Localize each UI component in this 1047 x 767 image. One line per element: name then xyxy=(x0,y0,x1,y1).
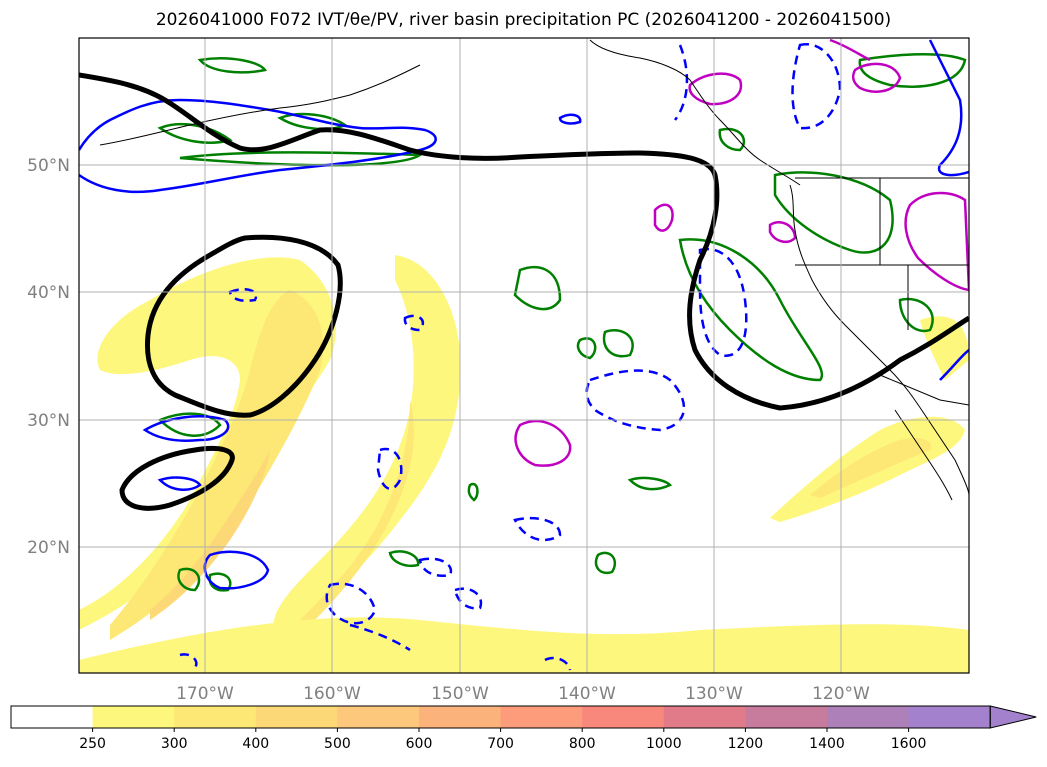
colorbar-segment xyxy=(11,706,94,728)
lat-label-50n: 50°N xyxy=(27,156,70,176)
theta-e-contour-hawaii xyxy=(203,550,270,590)
pv-contour-small-loop xyxy=(119,445,235,511)
colorbar-segment xyxy=(663,706,746,728)
colorbar-tick-label: 1400 xyxy=(809,736,845,752)
magenta-contour-pacific xyxy=(514,419,572,467)
magenta-contour-bc xyxy=(768,221,797,244)
theta-e-dashed-pacific-3 xyxy=(418,557,453,577)
coastline-alaska xyxy=(589,39,801,186)
colorbar-tick-label: 700 xyxy=(487,736,514,752)
theta-e-contour-ne xyxy=(928,39,969,177)
pv-contour-cutoff-low xyxy=(144,234,343,418)
theta-e-contour-sw xyxy=(142,415,230,442)
magenta-contour-north-2 xyxy=(829,38,871,62)
theta-e-dashed-coast xyxy=(698,247,748,357)
theta-e-dashed-pacific-4 xyxy=(453,587,483,610)
border-us-mexico xyxy=(879,374,969,406)
ivt-plume-west-inner xyxy=(150,450,270,620)
pv-contours xyxy=(79,72,969,511)
ivt-plume-center-core xyxy=(300,400,414,625)
coastline-baja xyxy=(894,409,953,501)
theta-e-dashed-offshore xyxy=(585,369,686,432)
colorbar: 250 300 400 500 600 700 800 1000 1200 1400 1600 xyxy=(10,705,1037,752)
ivt-plume-east-core xyxy=(810,438,931,498)
lon-label-170w: 170°W xyxy=(176,684,234,704)
magenta-contour-ne xyxy=(904,191,969,292)
colorbar-segment xyxy=(500,706,583,728)
lon-label-130w: 130°W xyxy=(685,684,743,704)
colorbar-segment xyxy=(255,706,338,728)
colorbar-tick-label: 400 xyxy=(242,736,269,752)
colorbar-tick-label: 250 xyxy=(79,736,106,752)
theta-e-dashed-se xyxy=(349,623,411,652)
ivt-plume-coast xyxy=(920,316,969,380)
ivt-plume-center xyxy=(273,255,461,640)
magenta-contour-nw-coast xyxy=(653,203,674,232)
colorbar-extend-arrow xyxy=(989,705,1037,729)
ivt-plume-south xyxy=(79,617,969,673)
lat-label-40n: 40°N xyxy=(27,283,70,303)
lon-label-160w: 160°W xyxy=(303,684,361,704)
theta-e-dashed-north-2 xyxy=(673,44,689,121)
colorbar-segment xyxy=(419,706,502,728)
theta-e-dashed-bottom xyxy=(544,656,572,671)
lon-label-150w: 150°W xyxy=(431,684,489,704)
magenta-contour-north xyxy=(851,62,902,93)
theta-e-dashed-contours xyxy=(179,42,842,671)
theta-e-dashed-bottom-2 xyxy=(179,653,198,669)
longitude-labels: 170°W 160°W 150°W 140°W 130°W 120°W xyxy=(176,684,870,704)
magenta-contour-gulf xyxy=(688,72,743,106)
theta-e-dashed-west-2 xyxy=(403,314,425,332)
theta-e-dashed-center xyxy=(513,516,562,542)
lon-label-140w: 140°W xyxy=(558,684,616,704)
pv-contour-main xyxy=(79,72,969,411)
latitude-labels: 50°N 40°N 30°N 20°N xyxy=(27,156,70,558)
colorbar-segment xyxy=(745,706,828,728)
theta-e-contour-nw-small xyxy=(157,476,202,491)
colorbar-segment xyxy=(582,706,665,728)
theta-e-solid-contours xyxy=(79,39,969,590)
colorbar-segment xyxy=(337,706,420,728)
graticule xyxy=(79,38,969,673)
theta-e-dashed-pacific-2 xyxy=(325,582,377,625)
lon-label-120w: 120°W xyxy=(812,684,870,704)
precip-magenta-contours xyxy=(514,38,969,467)
figure-title: 2026041000 F072 IVT/θe/PV, river basin p… xyxy=(155,10,892,30)
colorbar-segment xyxy=(827,706,910,728)
lat-label-20n: 20°N xyxy=(27,538,70,558)
colorbar-tick-label: 300 xyxy=(161,736,188,752)
coastline-aleutians xyxy=(99,64,421,146)
theta-e-dashed-west-1 xyxy=(228,288,258,302)
coastline-west-coast xyxy=(789,184,969,496)
theta-e-contour-north xyxy=(79,98,437,194)
colorbar-tick-label: 800 xyxy=(569,736,596,752)
colorbar-tick-label: 600 xyxy=(406,736,433,752)
colorbar-tick-label: 500 xyxy=(324,736,351,752)
colorbar-segment xyxy=(908,706,991,728)
theta-e-contour-se xyxy=(939,348,969,381)
map-frame xyxy=(78,37,970,674)
coastlines xyxy=(99,39,969,501)
colorbar-tick-label: 1600 xyxy=(891,736,927,752)
colorbar-segment xyxy=(92,706,175,728)
ivt-shading xyxy=(79,255,969,673)
colorbar-tick-label: 1000 xyxy=(646,736,682,752)
theta-e-contour-small-north xyxy=(558,113,582,125)
colorbar-segment xyxy=(174,706,257,728)
ivt-plume-west-core xyxy=(110,290,324,640)
theta-e-dashed-north xyxy=(791,42,842,130)
lat-label-30n: 30°N xyxy=(27,411,70,431)
colorbar-tick-label: 1200 xyxy=(728,736,764,752)
